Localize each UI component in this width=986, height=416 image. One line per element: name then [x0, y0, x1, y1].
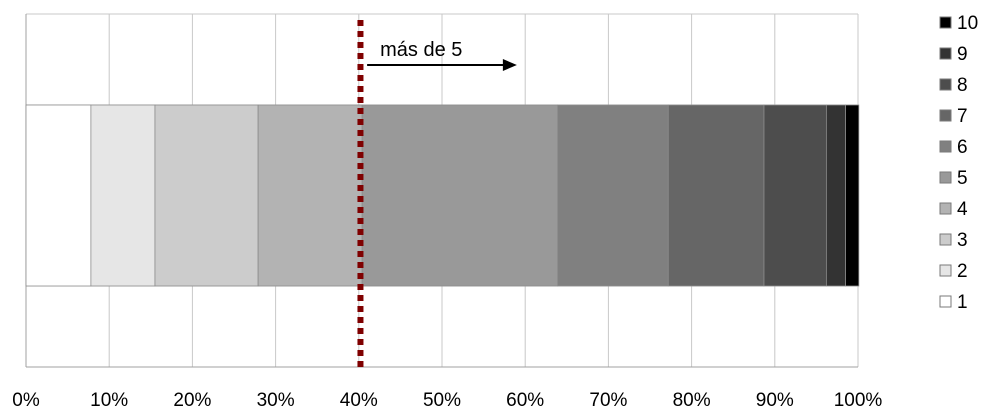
legend-swatch — [939, 16, 952, 29]
legend-item-6: 6 — [939, 137, 968, 158]
x-tick-label: 40% — [340, 390, 378, 411]
legend-item-1: 1 — [939, 292, 968, 313]
legend-label: 9 — [957, 44, 968, 65]
legend-label: 7 — [957, 106, 968, 127]
legend-swatch — [939, 233, 952, 246]
x-axis-tick-labels: 0% 10% 20% 30% 40% 50% 60% 70% 80% 90% 100% — [12, 390, 882, 411]
legend-swatch — [939, 264, 952, 277]
legend-item-2: 2 — [939, 261, 968, 282]
legend-item-8: 8 — [939, 75, 968, 96]
legend-label: 4 — [957, 199, 968, 220]
legend-swatch — [939, 109, 952, 122]
legend-label: 6 — [957, 137, 968, 158]
legend-swatch — [939, 47, 952, 60]
legend-swatch — [939, 171, 952, 184]
bar-segment-2 — [90, 104, 156, 287]
bar-segment-10 — [845, 104, 860, 287]
bar-segment-5 — [361, 104, 559, 287]
bar-segment-7 — [667, 104, 765, 287]
legend-label: 1 — [957, 292, 968, 313]
x-tick-label: 20% — [173, 390, 211, 411]
bar-segment-3 — [154, 104, 259, 287]
x-tick-label: 80% — [673, 390, 711, 411]
bar-segment-4 — [257, 104, 363, 287]
bar-segment-6 — [557, 104, 669, 287]
bar-segment-1 — [25, 104, 92, 287]
x-tick-label: 10% — [90, 390, 128, 411]
x-tick-label: 100% — [834, 390, 883, 411]
x-tick-label: 50% — [423, 390, 461, 411]
legend-swatch — [939, 202, 952, 215]
x-tick-label: 0% — [12, 390, 40, 411]
x-tick-label: 60% — [506, 390, 544, 411]
legend-label: 3 — [957, 230, 968, 251]
legend-label: 5 — [957, 168, 968, 189]
x-tick-label: 90% — [756, 390, 794, 411]
bar-segment-9 — [825, 104, 846, 287]
legend-swatch — [939, 140, 952, 153]
x-tick-label: 30% — [257, 390, 295, 411]
legend-item-3: 3 — [939, 230, 968, 251]
legend-label: 8 — [957, 75, 968, 96]
legend-item-9: 9 — [939, 44, 968, 65]
legend-label: 2 — [957, 261, 968, 282]
legend-swatch — [939, 78, 952, 91]
legend-item-10: 10 — [939, 13, 978, 34]
bar-segments — [25, 104, 860, 287]
legend: 10 9 8 7 6 5 4 3 2 1 — [939, 13, 978, 313]
legend-item-7: 7 — [939, 106, 968, 127]
x-tick-label: 70% — [589, 390, 627, 411]
legend-item-5: 5 — [939, 168, 968, 189]
bar-segment-8 — [763, 104, 827, 287]
annotation-arrowhead — [502, 59, 517, 71]
legend-label: 10 — [957, 13, 978, 34]
annotation-label: más de 5 — [380, 39, 462, 61]
legend-swatch — [939, 295, 952, 308]
legend-item-4: 4 — [939, 199, 968, 220]
annotations: más de 5 — [357, 20, 517, 367]
